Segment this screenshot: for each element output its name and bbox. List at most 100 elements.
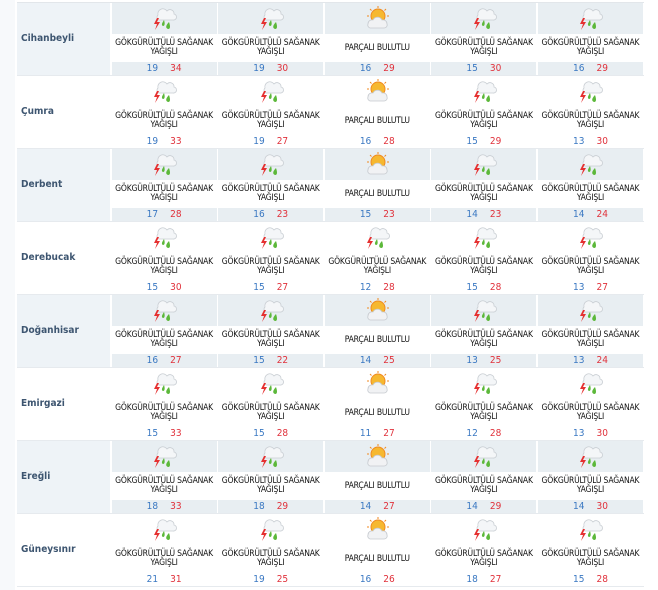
day-forecast-cell: PARÇALI BULUTLU 14 25 [324,295,430,367]
min-temp: 15 [573,574,585,585]
min-temp: 16 [359,574,372,585]
temperature-range: 15 29 [431,135,536,148]
min-temp: 15 [146,282,159,293]
thunderstorm-rain-icon [111,149,217,180]
district-name[interactable]: Cihanbeyli [17,3,110,75]
condition-label: GÖKGÜRÜLTÜLÜ SAĞANAK YAĞIŞLI [221,476,320,495]
min-temp: 16 [253,209,265,220]
day-forecast-cell: GÖKGÜRÜLTÜLÜ SAĞANAK YAĞIŞLI 13 27 [538,222,643,294]
condition-label: GÖKGÜRÜLTÜLÜ SAĞANAK YAĞIŞLI [541,476,640,495]
temperature-range: 19 34 [111,62,217,75]
temperature-range: 16 23 [218,208,324,221]
thunderstorm-rain-icon [431,514,536,545]
condition-label: PARÇALI BULUTLU [344,188,410,199]
district-name[interactable]: Derbent [17,149,110,221]
condition-label: GÖKGÜRÜLTÜLÜ SAĞANAK YAĞIŞLI [328,257,427,276]
condition-label: GÖKGÜRÜLTÜLÜ SAĞANAK YAĞIŞLI [541,38,640,57]
temperature-range: 15 30 [431,62,537,75]
min-temp: 13 [573,355,585,366]
max-temp: 27 [170,355,182,366]
thunderstorm-rain-icon [537,295,643,326]
day-forecast-cell: GÖKGÜRÜLTÜLÜ SAĞANAK YAĞIŞLI 15 30 [431,3,537,75]
partly-cloudy-icon [324,3,430,34]
min-temp: 15 [466,282,478,293]
temperature-range: 14 23 [431,208,537,221]
condition-label: GÖKGÜRÜLTÜLÜ SAĞANAK YAĞIŞLI [541,330,640,349]
max-temp: 29 [383,63,395,74]
max-temp: 34 [170,63,182,74]
condition-label: GÖKGÜRÜLTÜLÜ SAĞANAK YAĞIŞLI [434,330,533,349]
forecast-row: Emirgazi GÖKGÜRÜLTÜLÜ SAĞANAK YAĞIŞLI 15… [17,368,644,441]
condition-label: GÖKGÜRÜLTÜLÜ SAĞANAK YAĞIŞLI [221,549,320,568]
condition-label: GÖKGÜRÜLTÜLÜ SAĞANAK YAĞIŞLI [434,257,533,276]
condition-label: PARÇALI BULUTLU [344,553,410,564]
temperature-range: 15 33 [112,427,217,440]
temperature-range: 17 28 [111,208,217,221]
temperature-range: 15 28 [218,427,323,440]
district-name[interactable]: Ereğli [17,441,110,513]
max-temp: 25 [489,355,502,366]
max-temp: 28 [596,574,608,585]
temperature-range: 18 27 [431,573,536,586]
thunderstorm-rain-icon [112,514,217,545]
forecast-row: Çumra GÖKGÜRÜLTÜLÜ SAĞANAK YAĞIŞLI 19 33… [17,76,644,149]
max-temp: 25 [383,355,395,366]
max-temp: 29 [596,63,608,74]
thunderstorm-rain-icon [325,222,430,253]
forecast-row: Derbent GÖKGÜRÜLTÜLÜ SAĞANAK YAĞIŞLI 17 … [17,149,644,222]
left-margin [0,0,15,590]
max-temp: 29 [276,501,289,512]
thunderstorm-rain-icon [431,76,536,107]
thunderstorm-rain-icon [537,441,643,472]
temperature-range: 15 30 [112,281,217,294]
district-name[interactable]: Derebucak [21,252,76,263]
thunderstorm-rain-icon [431,441,537,472]
day-forecast-cell: GÖKGÜRÜLTÜLÜ SAĞANAK YAĞIŞLI 14 24 [537,149,643,221]
condition-label: GÖKGÜRÜLTÜLÜ SAĞANAK YAĞIŞLI [434,38,533,57]
partly-cloudy-icon [324,295,430,326]
min-temp: 13 [466,355,478,366]
day-forecast-cell: GÖKGÜRÜLTÜLÜ SAĞANAK YAĞIŞLI 14 23 [431,149,537,221]
thunderstorm-rain-icon [218,295,324,326]
min-temp: 21 [146,574,159,585]
temperature-range: 19 27 [218,135,323,148]
condition-label: GÖKGÜRÜLTÜLÜ SAĞANAK YAĞIŞLI [115,476,213,495]
max-temp: 28 [383,282,395,293]
temperature-range: 13 25 [431,354,537,367]
min-temp: 19 [253,574,265,585]
min-temp: 19 [253,63,265,74]
forecast-row: Güneysınır GÖKGÜRÜLTÜLÜ SAĞANAK YAĞIŞLI … [17,514,644,587]
max-temp: 33 [170,136,182,147]
max-temp: 23 [276,209,289,220]
temperature-range: 12 28 [431,427,536,440]
max-temp: 22 [276,355,289,366]
day-forecast-cell: GÖKGÜRÜLTÜLÜ SAĞANAK YAĞIŞLI 12 28 [325,222,430,294]
thunderstorm-rain-icon [218,149,324,180]
temperature-range: 19 33 [112,135,217,148]
max-temp: 28 [489,282,502,293]
condition-label: GÖKGÜRÜLTÜLÜ SAĞANAK YAĞIŞLI [541,111,640,130]
min-temp: 14 [466,501,478,512]
thunderstorm-rain-icon [218,222,323,253]
temperature-range: 15 23 [324,208,430,221]
min-temp: 15 [466,63,478,74]
day-forecast-cell: GÖKGÜRÜLTÜLÜ SAĞANAK YAĞIŞLI 15 27 [218,222,323,294]
min-temp: 14 [573,209,585,220]
district-name[interactable]: Çumra [21,106,54,117]
thunderstorm-rain-icon [218,441,324,472]
day-forecast-cell: GÖKGÜRÜLTÜLÜ SAĞANAK YAĞIŞLI 13 30 [538,76,643,148]
condition-label: PARÇALI BULUTLU [344,115,410,126]
max-temp: 33 [170,428,182,439]
district-name[interactable]: Doğanhisar [17,295,110,367]
district-name[interactable]: Güneysınır [21,544,76,555]
condition-label: PARÇALI BULUTLU [344,42,410,53]
temperature-range: 15 27 [218,281,323,294]
day-forecast-cell: GÖKGÜRÜLTÜLÜ SAĞANAK YAĞIŞLI 18 27 [431,514,536,586]
min-temp: 13 [573,282,585,293]
condition-label: GÖKGÜRÜLTÜLÜ SAĞANAK YAĞIŞLI [115,257,213,276]
district-name[interactable]: Emirgazi [21,398,65,409]
temperature-range: 13 30 [538,135,643,148]
condition-label: GÖKGÜRÜLTÜLÜ SAĞANAK YAĞIŞLI [541,403,640,422]
min-temp: 18 [466,574,478,585]
temperature-range: 14 25 [324,354,430,367]
